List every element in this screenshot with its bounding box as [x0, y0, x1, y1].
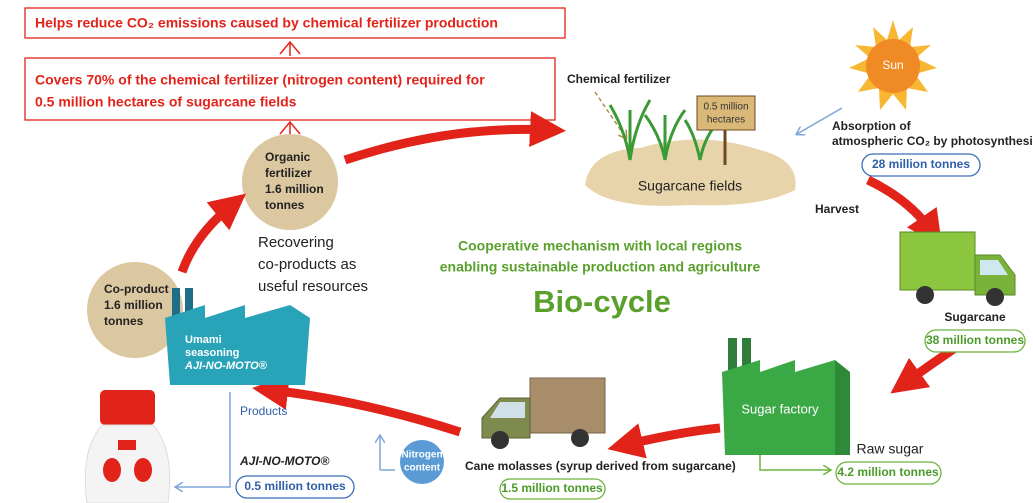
recovering-line: Recovering [258, 234, 334, 251]
organic-circle [242, 134, 338, 230]
sugarcane-amount: 38 million tonnes [926, 333, 1024, 347]
sugar-factory-label: Sugar factory [741, 401, 819, 416]
co-product-line: Co-product [104, 282, 169, 296]
raw-sugar-label: Raw sugar [857, 441, 924, 457]
umami-line: AJI-NO-MOTO® [184, 360, 268, 372]
umami-line: Umami [185, 334, 222, 346]
absorption-line: atmospheric CO₂ by photosynthesis [832, 134, 1033, 148]
sugar-factory-building [722, 338, 850, 455]
sign-line: 0.5 million [703, 102, 748, 113]
nitrogen-line: content [404, 463, 441, 474]
co-product-line: tonnes [104, 314, 144, 328]
molasses-truck [481, 377, 606, 449]
sun [866, 39, 920, 93]
co-product-line: 1.6 million [104, 298, 163, 312]
sign [696, 95, 756, 131]
up-arrow [279, 120, 301, 136]
blue-arrow [797, 107, 843, 134]
organic-line: Organic [265, 150, 311, 164]
sugarcane-plants [608, 99, 722, 161]
sugarcane-label: Sugarcane [944, 310, 1006, 324]
umami-factory-building [165, 288, 310, 385]
amount-pill [861, 153, 981, 177]
molasses-label: Cane molasses (syrup derived from sugarc… [465, 459, 736, 473]
chemical-fertilizer: Chemical fertilizer [567, 72, 671, 86]
top-box-text: Helps reduce CO₂ emissions caused by che… [35, 15, 498, 31]
up-arrow [279, 40, 301, 56]
top-box [24, 7, 566, 39]
recovering-line: co-products as [258, 256, 356, 273]
product-amount: 0.5 million tonnes [244, 479, 346, 493]
center-line: enabling sustainable production and agri… [440, 259, 761, 275]
field-mound [585, 139, 796, 206]
seasoning-bottle [84, 390, 171, 503]
organic-line: tonnes [265, 198, 305, 212]
umami-line: seasoning [185, 347, 239, 359]
nitrogen-circle [400, 440, 444, 484]
products-label: Products [240, 404, 287, 418]
product-label: AJI-NO-MOTO® [239, 454, 329, 468]
center-line: Cooperative mechanism with local regions [458, 238, 742, 254]
molasses-amount: 1.5 million tonnes [501, 481, 603, 495]
harvest-label: Harvest [815, 202, 859, 216]
fertilizer-line: 0.5 million hectares of sugarcane fields [35, 94, 297, 110]
absorption-amount: 28 million tonnes [872, 157, 970, 171]
center-title: Bio-cycle [533, 284, 671, 319]
fertilizer-box [24, 57, 556, 121]
amount-pill [235, 475, 355, 499]
blue-arrow [176, 392, 231, 487]
absorption-line: Absorption of [832, 119, 912, 133]
fertilizer-line: Covers 70% of the chemical fertilizer (n… [35, 72, 485, 88]
fields-label: Sugarcane fields [638, 178, 742, 194]
organic-line: 1.6 million [265, 182, 324, 196]
green-truck [899, 231, 1016, 306]
sun-label: Sun [882, 58, 903, 72]
amount-pill [499, 478, 606, 500]
co-product-circle [87, 262, 183, 358]
organic-line: fertilizer [265, 166, 312, 180]
green-arrow [759, 455, 830, 470]
amount-pill [835, 461, 942, 485]
cycle-arrows [177, 111, 958, 459]
raw-sugar-amount: 4.2 million tonnes [837, 465, 939, 479]
sign-line: hectares [707, 115, 745, 126]
dashed-arrow [594, 91, 626, 138]
nitrogen-line: Nitrogen [401, 450, 442, 461]
recovering-line: useful resources [258, 278, 368, 295]
blue-arrow [380, 436, 395, 471]
amount-pill [924, 329, 1026, 353]
